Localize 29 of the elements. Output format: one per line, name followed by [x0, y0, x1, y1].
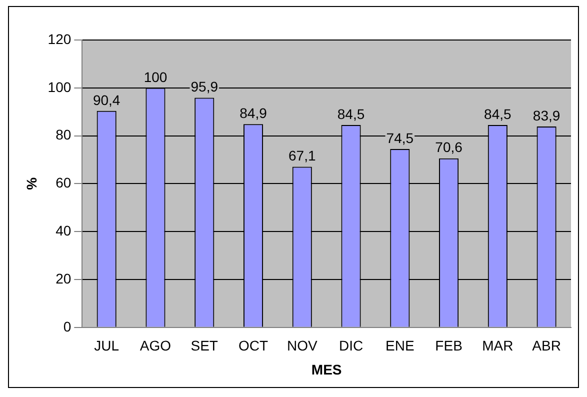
- x-axis-title: MES: [311, 361, 342, 378]
- y-tick-label: 0: [63, 318, 72, 334]
- data-label: 84,9: [240, 104, 268, 121]
- data-label: 84,5: [337, 106, 365, 122]
- y-tick-label: 60: [56, 174, 72, 191]
- x-tick-label: OCT: [238, 338, 268, 354]
- y-tick-label: 20: [56, 270, 72, 286]
- data-label: 84,5: [484, 106, 512, 122]
- data-label: 67,1: [288, 148, 316, 164]
- x-tick-label: FEB: [435, 338, 462, 354]
- x-tick-label: NOV: [286, 338, 318, 354]
- x-tick-label: ENE: [386, 338, 414, 354]
- y-axis-title: %: [23, 176, 40, 190]
- data-label: 100: [144, 68, 168, 85]
- data-label: 95,9: [190, 78, 218, 95]
- x-tick-label: DIC: [338, 338, 364, 354]
- x-tick-label: ABR: [532, 338, 561, 354]
- y-tick-label: 40: [56, 222, 72, 238]
- data-label: 70,6: [435, 139, 463, 156]
- data-label: 74,5: [386, 130, 414, 146]
- y-tick-label: 100: [48, 78, 72, 95]
- data-label: 83,9: [532, 107, 560, 124]
- y-tick-label: 120: [48, 30, 72, 47]
- x-tick-label: JUL: [94, 338, 120, 354]
- x-tick-label: MAR: [482, 338, 514, 354]
- y-tick-label: 80: [56, 126, 72, 143]
- x-tick-label: SET: [190, 338, 218, 354]
- data-label: 90,4: [92, 92, 120, 108]
- x-tick-label: AGO: [140, 338, 172, 354]
